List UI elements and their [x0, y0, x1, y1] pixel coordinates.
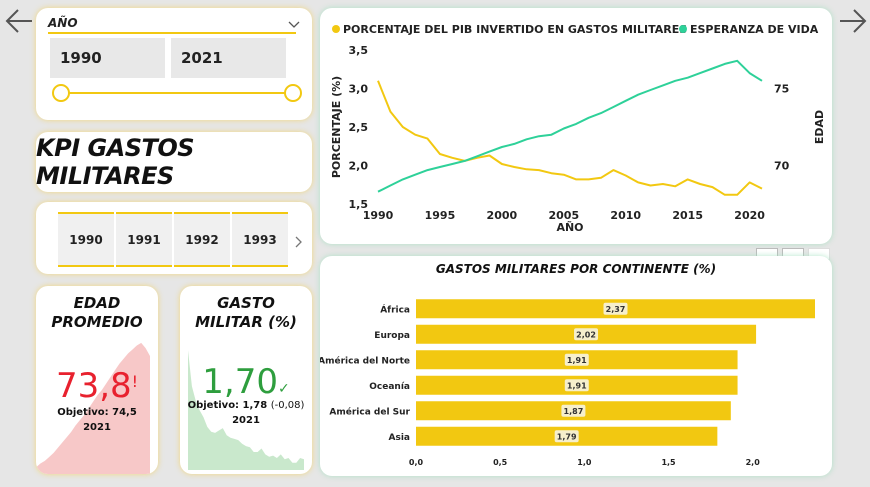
year-item[interactable]: 1991	[116, 212, 172, 267]
forward-arrow-icon[interactable]	[838, 8, 868, 37]
x-tick-label: 2020	[734, 209, 765, 222]
data-label-bg	[564, 353, 589, 366]
bar-data-label: 2,37	[606, 305, 626, 314]
series-line-pib	[377, 80, 763, 196]
y-tick-label: 2,5	[349, 121, 369, 134]
gasto-card-title: GASTO MILITAR (%)	[180, 294, 312, 332]
chevron-right-icon[interactable]	[294, 233, 302, 252]
bar-data-label: 1,79	[557, 432, 577, 441]
year-item[interactable]: 1993	[232, 212, 288, 267]
kpi-title-card: KPI GASTOS MILITARES	[36, 132, 312, 192]
bar-category-label: América del Sur	[329, 406, 410, 417]
slicer-divider	[48, 32, 296, 34]
gasto-kpi-value: 1,70✓	[180, 362, 312, 402]
bar-data-label: 1,91	[567, 356, 587, 365]
y2-tick-label: 70	[774, 160, 790, 173]
data-label-bg	[561, 404, 586, 417]
bar-category-label: América del Norte	[320, 355, 410, 366]
edad-value: 73,8	[55, 366, 132, 406]
y-tick-label: 3,5	[349, 44, 369, 57]
edad-trend-area	[36, 342, 150, 474]
legend-marker-pib	[332, 25, 340, 33]
y-tick-label: 1,5	[349, 198, 369, 211]
edad-title-line2: PROMEDIO	[51, 313, 143, 331]
x-tick-label: 2,0	[746, 458, 761, 467]
gasto-title-line2: MILITAR (%)	[195, 313, 297, 331]
year-range-slicer: AÑO 1990 2021	[36, 8, 312, 120]
check-icon: ✓	[277, 381, 290, 397]
bar-chart-title: GASTOS MILITARES POR CONTINENTE (%)	[435, 262, 717, 276]
page-title: KPI GASTOS MILITARES	[36, 134, 195, 190]
legend-label-pib: PORCENTAJE DEL PIB INVERTIDO EN GASTOS M…	[343, 23, 687, 36]
data-label-bg	[574, 328, 599, 341]
x-tick-label: 2010	[610, 209, 641, 222]
range-track	[54, 92, 286, 94]
range-start-handle[interactable]	[52, 84, 70, 102]
range-end-handle[interactable]	[284, 84, 302, 102]
chevron-down-icon[interactable]	[288, 14, 300, 33]
gasto-goal-delta: (-0,08)	[270, 400, 305, 411]
edad-promedio-card: EDAD PROMEDIO 73,8! Objetivo: 74,5 2021	[36, 286, 158, 474]
x-tick-label: 1,0	[577, 458, 592, 467]
edad-title-line1: EDAD	[73, 294, 121, 312]
warning-icon: !	[131, 372, 139, 391]
bar-data-label: 1,91	[567, 381, 587, 390]
data-label-bg	[554, 430, 579, 443]
series-line-vida	[377, 59, 763, 193]
year-item[interactable]: 1990	[58, 212, 114, 267]
x-tick-label: 2015	[672, 209, 703, 222]
year-item[interactable]: 1992	[174, 212, 230, 267]
y-tick-label: 3,0	[349, 83, 369, 96]
legend-label-vida: ESPERANZA DE VIDA	[690, 23, 819, 36]
chart-legend: PORCENTAJE DEL PIB INVERTIDO EN GASTOS M…	[332, 23, 819, 36]
gasto-value: 1,70	[202, 362, 278, 402]
x-tick-label: 2005	[548, 209, 579, 222]
edad-goal: Objetivo: 74,5	[57, 407, 137, 418]
year-list-slicer: 1990 1991 1992 1993	[36, 202, 312, 274]
bar-data-label: 1,87	[564, 407, 584, 416]
back-arrow-icon[interactable]	[4, 8, 34, 37]
gasto-trend-area	[188, 350, 304, 470]
gasto-year: 2021	[232, 415, 260, 426]
data-label-bg	[564, 379, 589, 392]
gasto-goal-row: Objetivo: 1,78 (-0,08)	[180, 400, 312, 411]
gasto-title-line1: GASTO	[217, 294, 275, 312]
y2-axis-label: EDAD	[813, 110, 826, 144]
bar-chart-card: GASTOS MILITARES POR CONTINENTE (%) Áfri…	[320, 256, 832, 476]
x-tick-label: 2000	[487, 209, 518, 222]
bar-category-label: Asia	[389, 433, 410, 443]
y2-tick-label: 75	[774, 83, 789, 96]
x-axis-label: AÑO	[556, 221, 583, 234]
y-tick-label: 2,0	[349, 160, 369, 173]
data-label-bg	[603, 302, 628, 315]
gasto-militar-card: GASTO MILITAR (%) 1,70✓ Objetivo: 1,78 (…	[180, 286, 312, 474]
x-tick-label: 1990	[363, 209, 394, 222]
bar-category-label: Europa	[374, 331, 410, 341]
bar-data-label: 2,02	[576, 330, 596, 339]
bar-chart: África 2,37 Europa 2,02 América del Norte 1,9…	[320, 299, 815, 467]
y-axis-label: PORCENTAJE (%)	[330, 76, 343, 178]
end-year-input[interactable]: 2021	[171, 38, 286, 78]
x-tick-label: 1995	[425, 209, 456, 222]
gasto-goal: Objetivo: 1,78	[187, 400, 268, 411]
x-tick-label: 0,0	[409, 458, 424, 467]
slicer-title: AÑO	[48, 16, 78, 30]
edad-card-title: EDAD PROMEDIO	[36, 294, 158, 332]
start-year-input[interactable]: 1990	[50, 38, 165, 78]
edad-year: 2021	[83, 422, 111, 433]
x-tick-label: 0,5	[493, 458, 508, 467]
bar-category-label: África	[380, 303, 410, 315]
line-chart: PORCENTAJE DEL PIB INVERTIDO EN GASTOS M…	[330, 23, 826, 234]
bar-category-label: Oceanía	[369, 382, 410, 392]
x-tick-label: 1,5	[661, 458, 676, 467]
line-chart-card: PORCENTAJE DEL PIB INVERTIDO EN GASTOS M…	[320, 8, 832, 244]
edad-kpi-value: 73,8!	[36, 366, 158, 406]
legend-marker-vida	[679, 25, 687, 33]
